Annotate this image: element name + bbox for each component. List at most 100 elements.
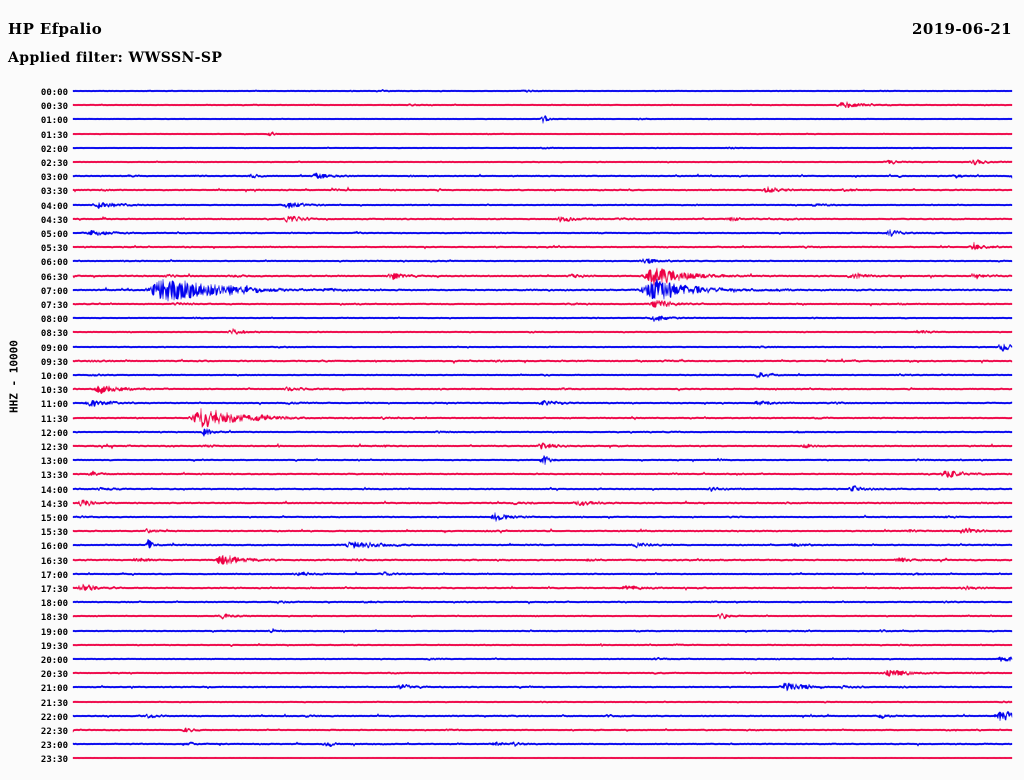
trace-waveform: [72, 417, 1013, 447]
trace-time-label: 21:00: [40, 684, 68, 695]
trace-waveform: [72, 630, 1013, 660]
trace-time-label: 04:00: [40, 201, 68, 212]
trace-waveform: [72, 729, 1013, 759]
trace-row: 14:30: [0, 499, 1024, 514]
trace-waveform: [72, 701, 1013, 731]
trace-row: 20:00: [0, 656, 1024, 670]
trace-time-label: 05:30: [40, 244, 68, 255]
trace-row: 07:30: [0, 299, 1024, 315]
trace-time-label: 08:00: [40, 315, 68, 326]
trace-row: 05:00: [0, 229, 1024, 244]
trace-waveform: [72, 388, 1013, 418]
trace-time-label: 01:30: [40, 130, 68, 141]
trace-row: 04:30: [0, 215, 1024, 230]
trace-row: 08:00: [0, 315, 1024, 329]
trace-time-label: 11:00: [40, 400, 68, 411]
trace-time-label: 05:00: [40, 230, 68, 240]
trace-waveform: [72, 133, 1013, 163]
trace-time-label: 09:00: [40, 343, 68, 354]
trace-time-label: 00:30: [40, 102, 68, 113]
trace-time-label: 03:00: [40, 173, 68, 184]
trace-waveform: [72, 190, 1013, 220]
trace-waveform: [72, 119, 1013, 149]
trace-waveform: [72, 644, 1013, 674]
trace-time-label: 11:30: [40, 414, 68, 425]
trace-row: 01:30: [0, 131, 1024, 145]
trace-time-label: 06:30: [40, 272, 68, 283]
trace-row: 17:00: [0, 571, 1024, 585]
trace-time-label: 19:30: [40, 641, 68, 652]
trace-row: 07:00: [0, 277, 1024, 302]
trace-time-label: 18:00: [40, 599, 68, 610]
trace-row: 16:00: [0, 539, 1024, 556]
trace-time-label: 15:00: [40, 514, 68, 524]
trace-row: 18:30: [0, 612, 1024, 627]
trace-row: 16:30: [0, 554, 1024, 571]
trace-time-label: 08:30: [40, 329, 68, 340]
trace-waveform: [72, 303, 1013, 333]
trace-waveform: [72, 459, 1013, 489]
trace-time-label: 23:30: [40, 755, 68, 766]
trace-row: 06:30: [0, 267, 1024, 287]
applied-filter-label: Applied filter: WWSSN-SP: [8, 50, 223, 66]
trace-waveform: [72, 403, 1013, 433]
trace-waveform: [72, 502, 1013, 532]
trace-time-label: 17:30: [40, 585, 68, 595]
trace-waveform: [72, 672, 1013, 702]
trace-time-label: 12:30: [40, 443, 68, 453]
trace-waveform: [72, 332, 1013, 362]
trace-waveform: [72, 218, 1013, 248]
trace-time-label: 20:30: [40, 670, 68, 681]
trace-waveform: [72, 204, 1013, 234]
trace-row: 09:00: [0, 343, 1024, 358]
trace-time-label: 13:00: [40, 457, 68, 468]
trace-time-label: 02:00: [40, 144, 68, 155]
trace-waveform: [72, 175, 1013, 205]
trace-time-label: 13:30: [40, 471, 68, 482]
trace-waveform: [72, 346, 1013, 376]
trace-row: 03:00: [0, 172, 1024, 187]
trace-row: 06:00: [0, 258, 1024, 272]
trace-row: 03:30: [0, 186, 1024, 201]
trace-time-label: 07:30: [40, 301, 68, 311]
trace-row: 02:00: [0, 145, 1024, 159]
trace-waveform: [72, 317, 1013, 347]
trace-waveform: [72, 374, 1013, 404]
trace-waveform: [72, 687, 1013, 717]
trace-row: 17:30: [0, 583, 1024, 599]
trace-time-label: 14:00: [40, 485, 68, 496]
trace-row: 13:00: [0, 455, 1024, 471]
trace-time-label: 22:00: [40, 712, 68, 723]
trace-row: 21:30: [0, 699, 1024, 713]
trace-waveform: [72, 147, 1013, 177]
trace-waveform: [72, 530, 1013, 560]
trace-waveform: [72, 545, 1013, 575]
trace-row: 15:00: [0, 512, 1024, 528]
trace-time-label: 06:00: [40, 258, 68, 269]
trace-time-label: 12:00: [40, 428, 68, 439]
trace-row: 15:30: [0, 527, 1024, 542]
trace-row: 19:30: [0, 642, 1024, 656]
trace-time-label: 10:30: [40, 386, 68, 397]
trace-waveform: [72, 488, 1013, 518]
trace-time-label: 14:30: [40, 499, 68, 510]
trace-waveform: [72, 573, 1013, 603]
trace-waveform: [72, 743, 1013, 773]
trace-grid: 00:00 00:30 01:00 01:30 02:00 02:30 03:00 03:30…: [0, 80, 1024, 775]
trace-time-label: 00:00: [40, 88, 68, 98]
trace-row: 05:30: [0, 242, 1024, 258]
trace-row: 09:30: [0, 357, 1024, 372]
trace-waveform: [72, 232, 1013, 262]
trace-row: 23:30: [0, 755, 1024, 769]
trace-waveform: [72, 474, 1013, 504]
trace-time-label: 03:30: [40, 187, 68, 198]
trace-waveform: [72, 559, 1013, 589]
trace-waveform: [72, 104, 1013, 134]
trace-row: 11:00: [0, 400, 1024, 414]
trace-waveform: [72, 360, 1013, 390]
trace-time-label: 17:00: [40, 570, 68, 581]
trace-row: 12:30: [0, 442, 1024, 457]
trace-row: 00:00: [0, 88, 1024, 102]
trace-row: 04:00: [0, 201, 1024, 216]
